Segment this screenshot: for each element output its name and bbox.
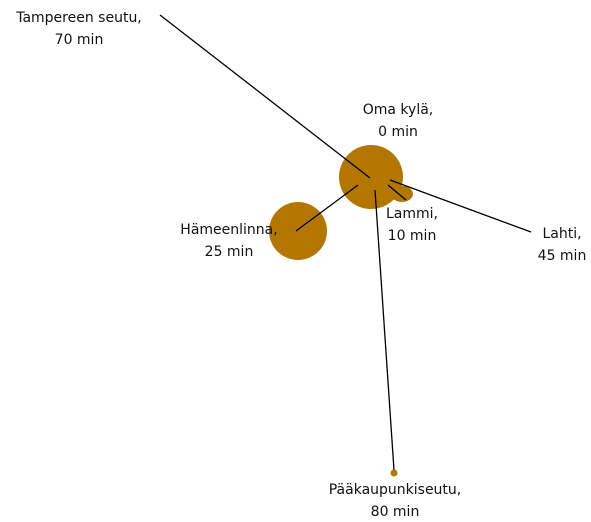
node-time: 10 min xyxy=(388,228,437,244)
node-name: Tampereen seutu, xyxy=(15,10,142,26)
node-name: Pääkaupunkiseutu, xyxy=(329,482,462,498)
connector xyxy=(295,184,359,232)
node-label: Pääkaupunkiseutu, 80 min xyxy=(329,482,462,520)
node-label: Tampereen seutu, 70 min xyxy=(15,10,142,48)
node-time: 0 min xyxy=(378,124,418,140)
node-circle xyxy=(339,145,403,209)
node-circle xyxy=(390,469,398,477)
node-name: Lahti, xyxy=(542,226,581,242)
node-time: 25 min xyxy=(205,244,254,260)
node-name: Oma kylä, xyxy=(363,102,434,118)
connector xyxy=(374,189,395,471)
node-time: 45 min xyxy=(538,248,587,264)
node-name: Lammi, xyxy=(386,206,438,222)
connector xyxy=(387,184,407,201)
node-name: Hämeenlinna, xyxy=(180,222,277,238)
connector xyxy=(389,179,532,233)
node-label: Hämeenlinna, 25 min xyxy=(180,222,277,260)
node-circle xyxy=(391,186,413,202)
node-label: Lahti, 45 min xyxy=(538,226,587,264)
connector xyxy=(159,14,371,179)
node-time: 80 min xyxy=(371,504,420,520)
node-label: Lammi, 10 min xyxy=(386,206,438,244)
node-circle xyxy=(269,202,327,260)
node-time: 70 min xyxy=(55,32,104,48)
node-label: Oma kylä, 0 min xyxy=(363,102,434,140)
